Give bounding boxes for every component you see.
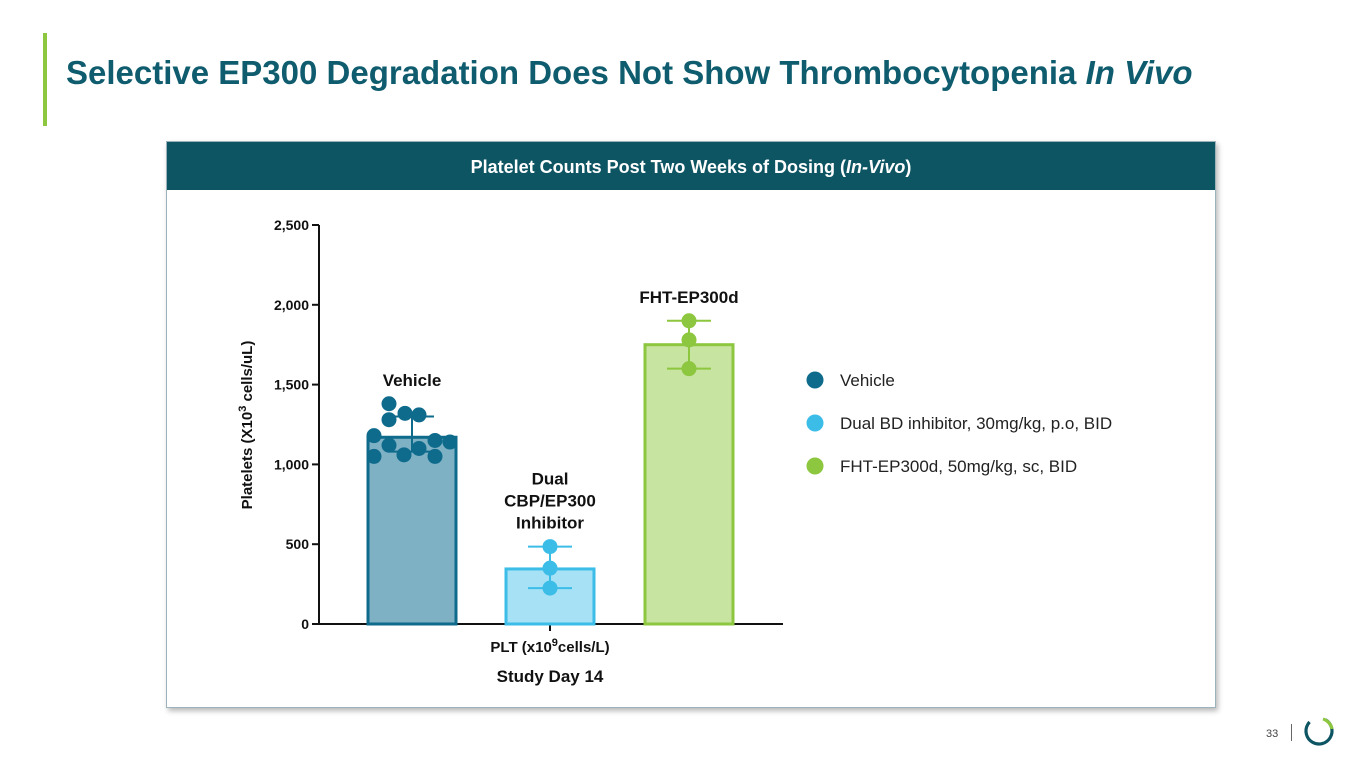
data-point bbox=[381, 412, 397, 428]
data-point bbox=[381, 396, 397, 412]
y-axis-label: Platelets (X103 cells/uL) bbox=[237, 341, 256, 510]
y-tick-label: 1,500 bbox=[274, 377, 309, 393]
y-tick-label: 0 bbox=[301, 616, 309, 632]
data-point bbox=[366, 428, 382, 444]
data-point bbox=[396, 447, 412, 463]
bar-label: Dual bbox=[532, 470, 569, 489]
data-point bbox=[542, 580, 558, 596]
company-logo-icon bbox=[1304, 716, 1334, 746]
data-point bbox=[427, 448, 443, 464]
bar bbox=[643, 343, 735, 626]
bars-group bbox=[366, 313, 735, 626]
x-axis-label-pre: PLT (x10 bbox=[490, 639, 551, 656]
y-axis-label-pre: Platelets (X10 bbox=[239, 412, 256, 510]
data-point bbox=[681, 313, 697, 329]
y-axis-label-sup: 3 bbox=[237, 406, 249, 412]
y-axis-label-post: cells/uL) bbox=[239, 341, 256, 406]
slide-title-italic: In Vivo bbox=[1085, 54, 1193, 91]
data-point bbox=[681, 361, 697, 377]
y-tick-label: 2,500 bbox=[274, 217, 309, 233]
data-point bbox=[366, 448, 382, 464]
slide-title-main: Selective EP300 Degradation Does Not Sho… bbox=[66, 54, 1086, 91]
bar-labels-group: Vehicle Dual CBP/EP300 Inhibitor FHT-EP300d bbox=[383, 288, 739, 533]
data-point bbox=[411, 407, 427, 423]
legend-label: Vehicle bbox=[840, 371, 895, 390]
data-point bbox=[411, 440, 427, 456]
bar-label: CBP/EP300 bbox=[504, 492, 596, 511]
data-point bbox=[397, 405, 413, 421]
slide-title: Selective EP300 Degradation Does Not Sho… bbox=[66, 54, 1193, 92]
legend-label: Dual BD inhibitor, 30mg/kg, p.o, BID bbox=[840, 414, 1112, 433]
bar-label: Vehicle bbox=[383, 371, 442, 390]
y-tick-label: 1,000 bbox=[274, 456, 309, 472]
page-number: 33 bbox=[1266, 728, 1279, 740]
data-point bbox=[427, 432, 443, 448]
x-axis-label: PLT (x109cells/L) bbox=[490, 637, 609, 656]
bar bbox=[366, 435, 458, 626]
panel-header-italic: In-Vivo bbox=[846, 157, 906, 177]
data-point bbox=[542, 560, 558, 576]
data-point bbox=[442, 434, 458, 450]
panel-header: Platelet Counts Post Two Weeks of Dosing… bbox=[167, 142, 1215, 190]
legend-marker bbox=[806, 414, 824, 432]
bar-label: Inhibitor bbox=[516, 514, 584, 533]
page-number-separator bbox=[1291, 724, 1292, 741]
legend-marker bbox=[806, 371, 824, 389]
bar-label: FHT-EP300d bbox=[639, 288, 738, 307]
panel-header-suffix: ) bbox=[905, 157, 912, 177]
x-axis-label-post: cells/L) bbox=[558, 639, 610, 656]
data-point bbox=[381, 437, 397, 453]
x-axis-label-sup: 9 bbox=[552, 637, 558, 649]
legend-marker bbox=[806, 457, 824, 475]
legend-group: Vehicle Dual BD inhibitor, 30mg/kg, p.o, … bbox=[806, 371, 1112, 476]
data-point bbox=[542, 539, 558, 555]
legend-label: FHT-EP300d, 50mg/kg, sc, BID bbox=[840, 457, 1077, 476]
y-tick-label: 500 bbox=[286, 536, 310, 552]
y-tick-label: 2,000 bbox=[274, 297, 309, 313]
y-ticks-group: 0 500 1,000 1,500 2,000 2,500 bbox=[274, 217, 319, 632]
data-point bbox=[681, 332, 697, 348]
title-accent-bar bbox=[43, 33, 47, 126]
x-axis-sublabel: Study Day 14 bbox=[497, 667, 604, 686]
panel-header-prefix: Platelet Counts Post Two Weeks of Dosing… bbox=[470, 157, 847, 177]
